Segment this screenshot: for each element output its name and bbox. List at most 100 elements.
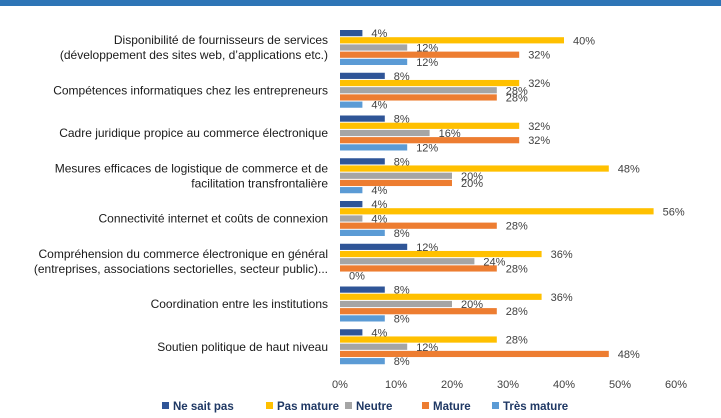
bar (340, 144, 408, 151)
data-label: 24% (483, 256, 505, 268)
bar (340, 215, 363, 222)
data-label: 4% (371, 185, 387, 197)
bar (340, 258, 475, 265)
data-label: 48% (618, 349, 640, 361)
data-label: 28% (506, 306, 528, 318)
x-tick-label: 60% (665, 379, 687, 391)
data-label: 8% (394, 228, 410, 240)
x-tick-label: 40% (553, 379, 575, 391)
data-label: 56% (663, 206, 685, 218)
data-label: 16% (439, 128, 461, 140)
x-tick-label: 10% (385, 379, 407, 391)
category-label: Soutien politique de haut niveau (157, 340, 328, 354)
bar (340, 300, 452, 308)
data-label: 8% (394, 285, 410, 297)
data-label: 4% (371, 100, 387, 112)
header-strip (0, 0, 721, 6)
bar (340, 250, 542, 258)
bar (340, 229, 385, 236)
bar (340, 315, 385, 322)
bar (340, 101, 363, 108)
category-label: Coordination entre les institutions (151, 297, 328, 311)
bar (340, 30, 363, 37)
category-label: Cadre juridique propice au commerce élec… (59, 126, 328, 140)
legend-label: Très mature (503, 401, 568, 413)
data-label: 8% (394, 313, 410, 325)
data-label: 28% (506, 92, 528, 104)
data-label: 4% (371, 28, 387, 40)
bar (340, 350, 609, 358)
data-label: 12% (416, 142, 438, 154)
legend-swatch (345, 402, 352, 409)
data-label: 28% (506, 263, 528, 275)
legend-label: Mature (433, 401, 471, 413)
data-label: 12% (416, 342, 438, 354)
data-label: 20% (461, 171, 483, 183)
data-label: 8% (394, 156, 410, 168)
x-tick-label: 30% (497, 379, 519, 391)
bar (340, 293, 542, 300)
bar (340, 137, 520, 144)
data-label: 32% (528, 135, 550, 147)
bar (340, 358, 385, 365)
data-label: 28% (506, 85, 528, 97)
bar (340, 129, 430, 137)
data-label: 32% (528, 121, 550, 133)
data-label: 12% (416, 43, 438, 55)
legend: Ne sait pas Pas mature Neutre Mature Très ma… (162, 401, 568, 413)
data-label: 32% (528, 78, 550, 90)
bar (340, 336, 497, 343)
x-tick-label: 20% (441, 379, 463, 391)
legend-swatch (266, 402, 273, 409)
legend-label: Pas mature (277, 401, 339, 413)
bar (340, 179, 452, 187)
bar (340, 58, 408, 65)
category-label: Connectivité internet et coûts de connex… (99, 212, 328, 226)
bar (340, 343, 408, 350)
data-label: 8% (394, 71, 410, 83)
legend-label: Neutre (356, 401, 392, 413)
bar (340, 187, 363, 194)
bar (340, 122, 520, 129)
category-label: Compréhension du commerce électronique e… (34, 247, 328, 276)
x-tick-label: 50% (609, 379, 631, 391)
bar (340, 115, 385, 122)
category-label: Compétences informatiques chez les entre… (53, 83, 328, 97)
legend-swatch (492, 402, 499, 409)
bar (340, 222, 497, 229)
bar (340, 87, 497, 94)
category-label: Mesures efficaces de logistique de comme… (55, 161, 329, 190)
category-label: Disponibilité de fournisseurs de service… (60, 33, 328, 62)
bar (340, 79, 520, 87)
data-label: 36% (551, 249, 573, 261)
x-tick-label: 0% (332, 379, 348, 391)
data-label: 40% (573, 35, 595, 47)
data-label: 20% (461, 178, 483, 190)
bar (340, 165, 609, 172)
data-label: 12% (416, 242, 438, 254)
bar (340, 94, 497, 101)
bar (340, 308, 497, 315)
bar (340, 51, 520, 58)
bars (340, 30, 654, 365)
legend-label: Ne sait pas (173, 401, 234, 413)
data-label: 4% (371, 214, 387, 226)
bar (340, 329, 363, 336)
bar (340, 201, 363, 208)
category-labels: Disponibilité de fournisseurs de service… (34, 33, 328, 354)
bar (340, 72, 385, 79)
bar (340, 37, 564, 44)
bar (340, 172, 452, 179)
data-label: 0% (349, 271, 365, 283)
bar (340, 265, 497, 272)
bar (340, 44, 408, 51)
legend-swatch (422, 402, 429, 409)
data-label: 36% (551, 292, 573, 304)
data-label: 48% (618, 164, 640, 176)
data-label: 8% (394, 114, 410, 126)
bar (340, 208, 654, 215)
bar (340, 158, 385, 165)
value-labels: 4%40%12%32%12%8%32%28%28%4%8%32%16%32%12… (349, 28, 685, 368)
legend-swatch (162, 402, 169, 409)
